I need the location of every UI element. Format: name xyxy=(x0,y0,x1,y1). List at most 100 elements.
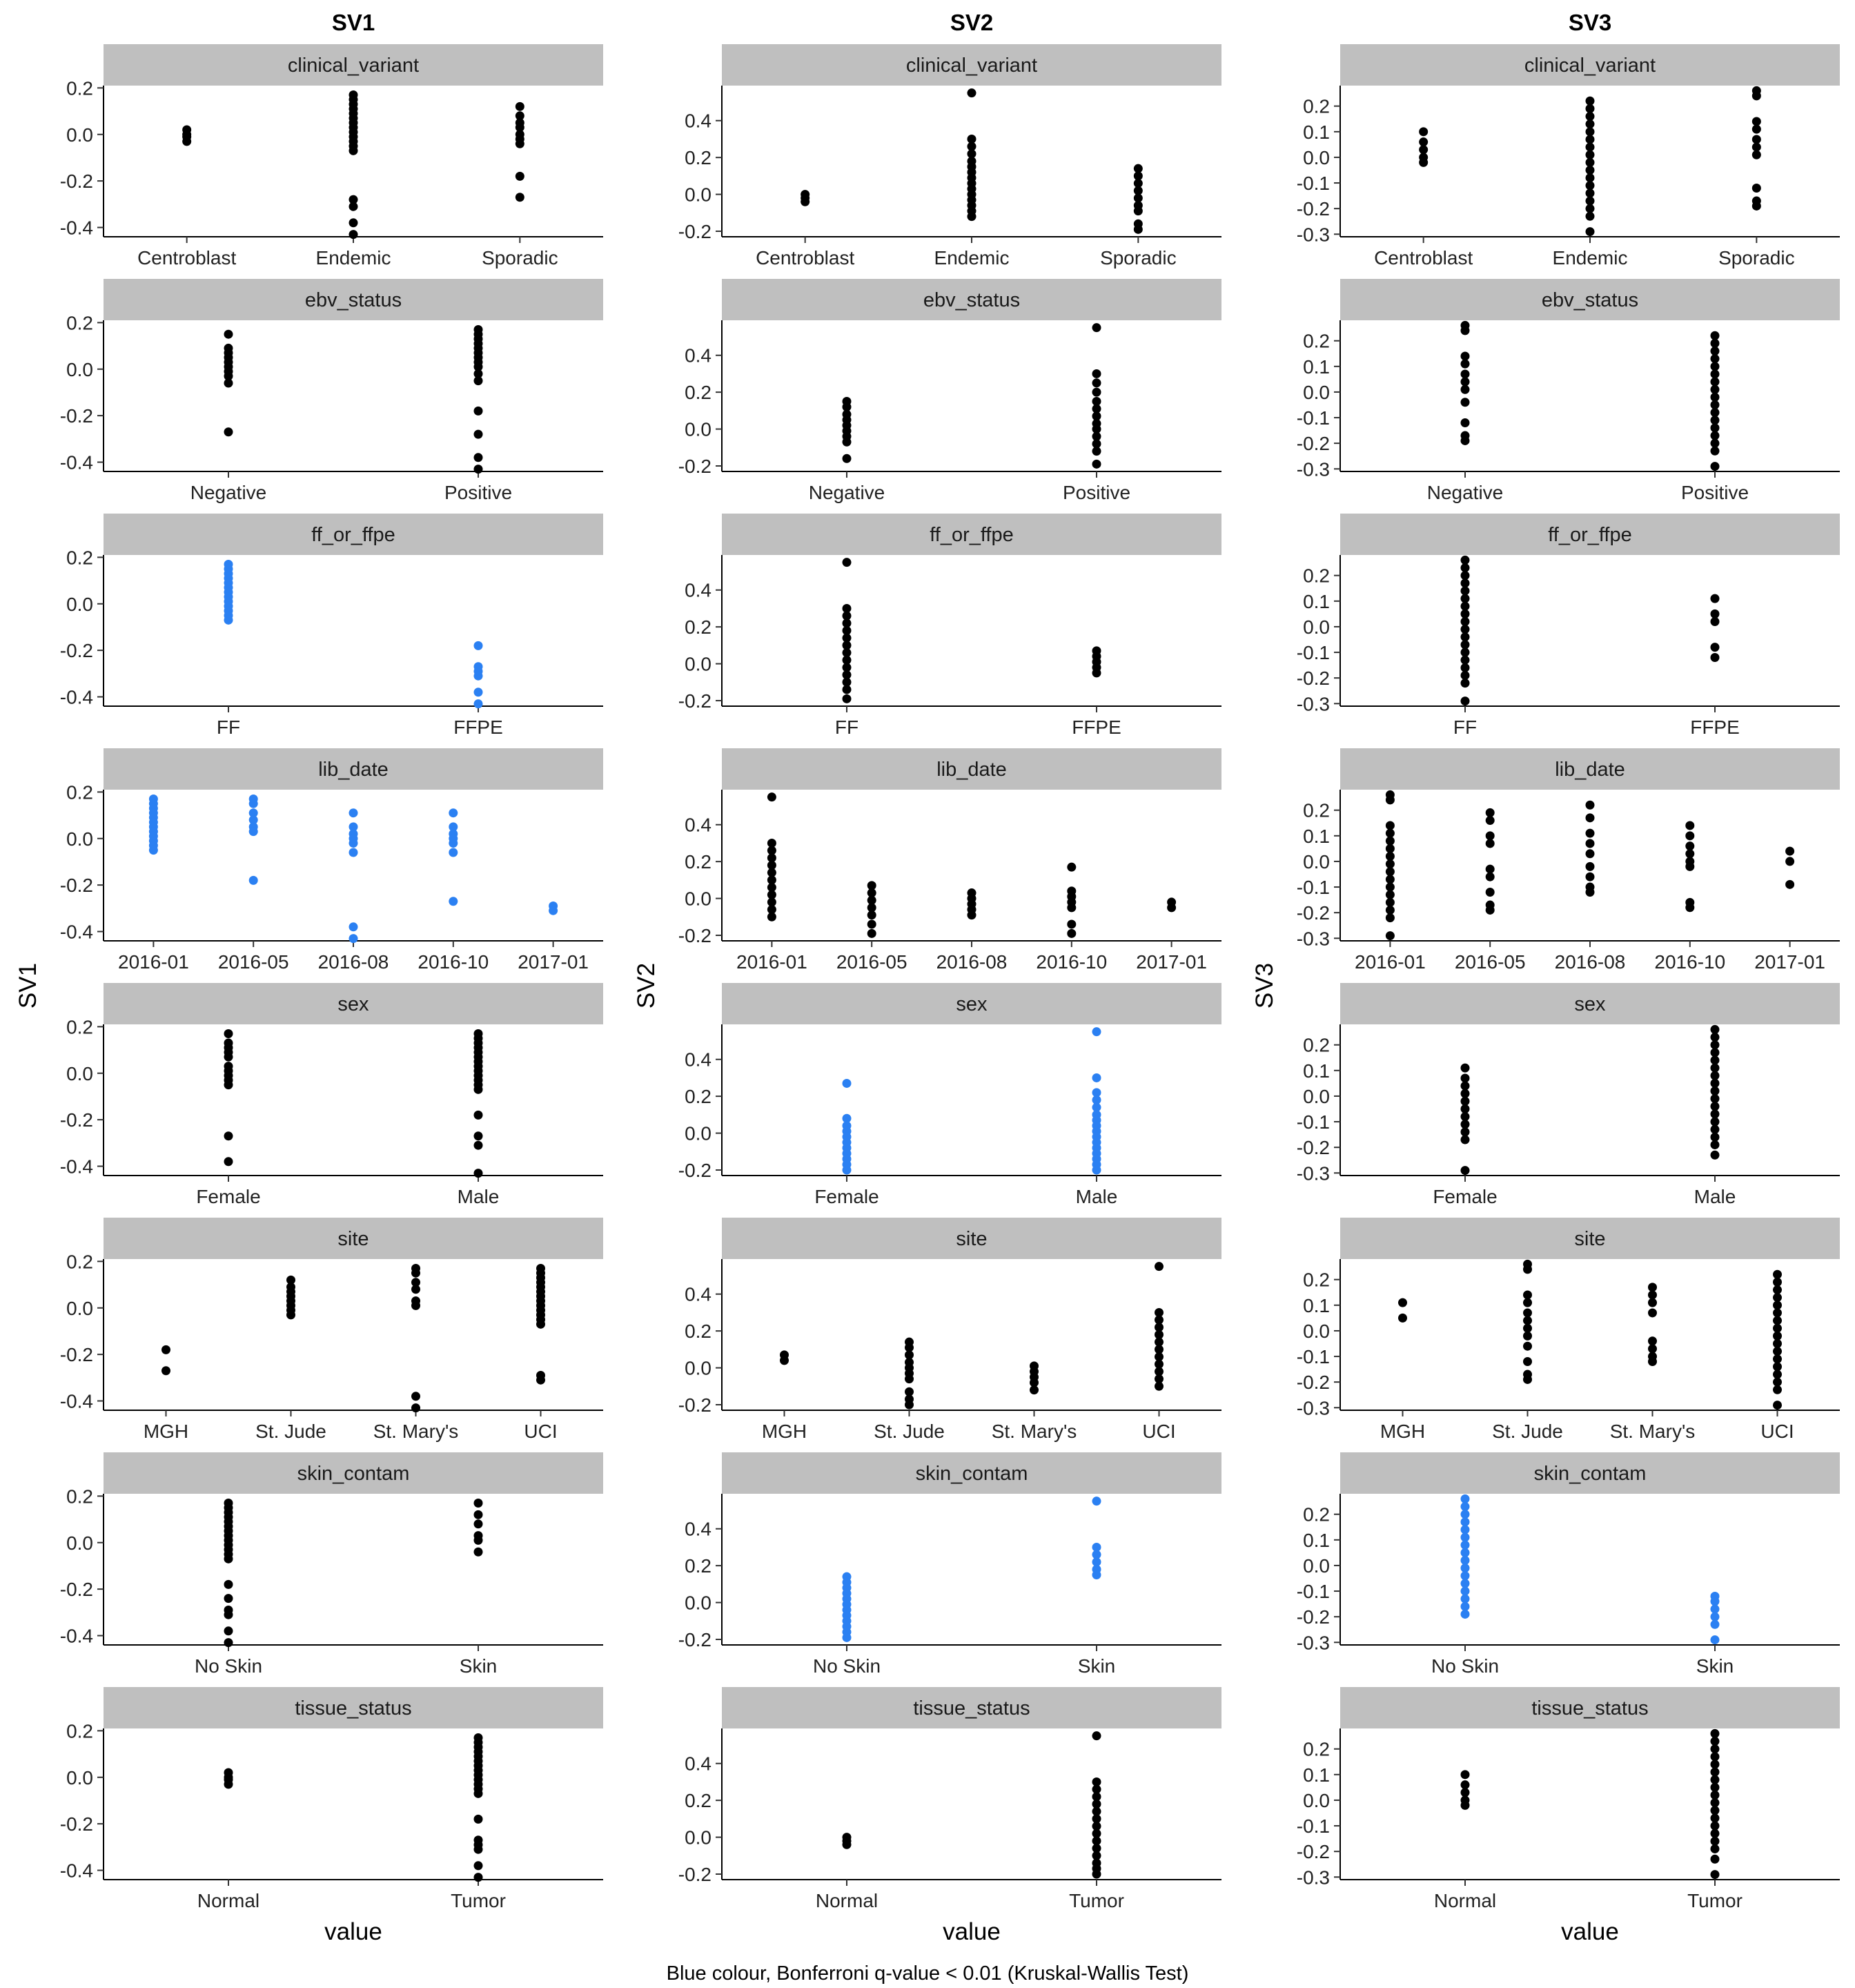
x-axis-title-sv1: value xyxy=(324,1918,382,1945)
data-point xyxy=(1092,411,1101,421)
data-point xyxy=(842,641,852,650)
x-tick-label: Normal xyxy=(197,1890,259,1911)
data-point xyxy=(867,910,876,920)
data-point xyxy=(767,792,776,802)
data-point xyxy=(1385,859,1395,869)
data-point xyxy=(1648,1356,1657,1366)
data-point xyxy=(1773,1277,1782,1287)
strip-background xyxy=(722,1452,1221,1494)
data-point xyxy=(473,1110,483,1120)
y-tick-label: 0.2 xyxy=(685,1086,711,1107)
data-point xyxy=(1585,839,1595,848)
x-tick-label: Male xyxy=(458,1186,500,1207)
x-tick-label: FF xyxy=(1453,717,1477,738)
data-point xyxy=(767,897,776,907)
data-point xyxy=(1460,1073,1470,1083)
data-point xyxy=(1710,1829,1720,1838)
data-point xyxy=(842,1633,852,1642)
data-point xyxy=(1585,227,1595,237)
data-point xyxy=(1710,416,1720,425)
data-point xyxy=(1460,1104,1470,1113)
y-tick-label: 0.0 xyxy=(1303,1790,1330,1811)
data-point xyxy=(1460,377,1470,387)
data-point xyxy=(1585,211,1595,221)
panel-sv1-ebv-status: ebv_status -0.4 -0.2 0.0 0.2 Negative Positive xyxy=(60,279,603,503)
data-point xyxy=(515,139,524,148)
data-point xyxy=(473,1169,483,1178)
data-point xyxy=(1710,1767,1720,1777)
panel-sv2-ff-or-ffpe: ff_or_ffpe -0.2 0.0 0.2 0.4 FF FFPE xyxy=(678,514,1221,738)
data-point xyxy=(1648,1290,1657,1300)
x-tick-label: Positive xyxy=(1681,482,1749,503)
data-point xyxy=(867,919,876,929)
data-point xyxy=(411,1268,420,1278)
y-tick-label: -0.2 xyxy=(60,1344,93,1365)
data-point xyxy=(1710,392,1720,402)
data-point xyxy=(449,808,458,818)
strip-background xyxy=(1340,279,1840,320)
data-point xyxy=(767,846,776,855)
y-tick-label: -0.2 xyxy=(1297,1841,1330,1862)
y-tick-label: 0.2 xyxy=(685,1321,711,1342)
data-point xyxy=(1155,1381,1164,1391)
data-point xyxy=(905,1374,914,1384)
data-point xyxy=(842,454,852,463)
y-tick-label: 0.4 xyxy=(685,110,711,132)
strip-label: ff_or_ffpe xyxy=(311,524,395,546)
data-point xyxy=(1460,1127,1470,1137)
data-point xyxy=(224,427,233,437)
data-point xyxy=(411,1285,420,1294)
x-tick-label: UCI xyxy=(524,1421,557,1442)
y-tick-label: -0.4 xyxy=(60,217,93,239)
data-point xyxy=(1710,1102,1720,1111)
data-point xyxy=(1460,632,1470,642)
data-point xyxy=(1092,1095,1101,1104)
data-point xyxy=(1585,96,1595,106)
y-tick-label: 0.2 xyxy=(66,781,93,803)
data-point xyxy=(1773,1308,1782,1318)
y-tick-label: 0.0 xyxy=(1303,851,1330,873)
data-point xyxy=(161,1345,170,1354)
y-axis-titles: SV1 SV2 SV3 xyxy=(14,963,1278,1008)
data-point xyxy=(1092,369,1101,378)
data-point xyxy=(1710,384,1720,394)
strip-label: skin_contam xyxy=(297,1463,410,1485)
data-point xyxy=(1460,679,1470,688)
data-point xyxy=(1092,404,1101,413)
data-point xyxy=(1092,1102,1101,1112)
y-tick-label: 0.0 xyxy=(66,1063,93,1084)
y-tick-label: 0.1 xyxy=(1303,591,1330,612)
strip-background xyxy=(1340,983,1840,1024)
data-point xyxy=(248,875,258,885)
data-point xyxy=(1710,1048,1720,1058)
data-point xyxy=(473,1814,483,1824)
data-point xyxy=(1460,1609,1470,1619)
y-tick-label: -0.4 xyxy=(60,922,93,943)
y-tick-label: -0.3 xyxy=(1297,458,1330,480)
strip-label: sex xyxy=(337,993,369,1015)
y-tick-label: -0.2 xyxy=(678,1160,711,1181)
data-point xyxy=(473,1844,483,1854)
data-point xyxy=(286,1275,295,1285)
strip-background xyxy=(722,44,1221,86)
data-point xyxy=(473,376,483,386)
data-point xyxy=(1460,1579,1470,1588)
data-point xyxy=(1460,563,1470,573)
data-point xyxy=(1773,1347,1782,1356)
data-point xyxy=(224,378,233,388)
y-tick-label: 0.2 xyxy=(685,1555,711,1577)
x-tick-label: Positive xyxy=(1063,482,1130,503)
x-tick-label: Normal xyxy=(816,1890,878,1911)
data-point xyxy=(1523,1290,1532,1300)
data-point xyxy=(1710,1604,1720,1614)
y-tick-label: 0.0 xyxy=(685,1358,711,1379)
data-point xyxy=(1092,1800,1101,1809)
y-tick-label: -0.2 xyxy=(1297,198,1330,220)
strip-background xyxy=(104,983,603,1024)
y-tick-label: 0.2 xyxy=(1303,331,1330,352)
data-point xyxy=(1385,852,1395,861)
data-point xyxy=(1460,1780,1470,1790)
data-point xyxy=(1460,418,1470,427)
data-point xyxy=(1092,1829,1101,1838)
data-point xyxy=(1685,903,1695,913)
